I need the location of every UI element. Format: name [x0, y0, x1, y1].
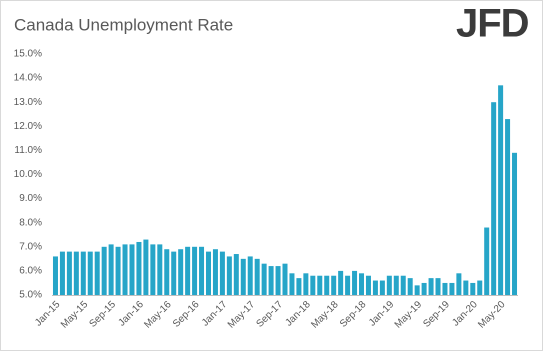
- y-tick-label: 5.0%: [19, 290, 42, 301]
- bar: [115, 246, 121, 295]
- bar: [185, 246, 191, 295]
- bar: [414, 285, 420, 295]
- bar: [505, 119, 511, 295]
- bar: [254, 258, 260, 295]
- bar: [233, 254, 239, 295]
- bar: [324, 275, 330, 295]
- bar: [484, 227, 490, 295]
- bar: [338, 270, 344, 295]
- bar: [435, 278, 441, 295]
- bar: [428, 278, 434, 295]
- bar: [268, 266, 274, 295]
- bar: [261, 263, 267, 295]
- y-tick-label: 7.0%: [19, 241, 42, 252]
- bar: [219, 251, 225, 295]
- bar: [470, 282, 476, 295]
- bar: [352, 270, 358, 295]
- bar: [449, 282, 455, 295]
- bar: [289, 273, 295, 295]
- bar: [136, 241, 142, 295]
- bar: [66, 251, 72, 295]
- bar: [491, 102, 497, 295]
- bar: [192, 246, 198, 295]
- bar: [400, 275, 406, 295]
- bar: [442, 282, 448, 295]
- bar: [359, 273, 365, 295]
- bar: [365, 275, 371, 295]
- y-tick-label: 14.0%: [14, 73, 42, 84]
- bar: [101, 246, 107, 295]
- y-tick-label: 11.0%: [14, 145, 42, 156]
- bar: [303, 273, 309, 295]
- bar: [463, 280, 469, 295]
- bar: [393, 275, 399, 295]
- bar: [498, 85, 504, 295]
- bar: [477, 280, 483, 295]
- chart-title: Canada Unemployment Rate: [14, 15, 233, 34]
- y-tick-label: 9.0%: [19, 193, 42, 204]
- bar: [178, 249, 184, 295]
- bar: [421, 282, 427, 295]
- bar: [331, 275, 337, 295]
- y-tick-label: 6.0%: [19, 266, 42, 277]
- y-tick-label: 15.0%: [14, 49, 42, 60]
- y-tick-label: 8.0%: [19, 217, 42, 228]
- bar: [372, 280, 378, 295]
- bar: [164, 249, 170, 295]
- bar: [310, 275, 316, 295]
- bar: [205, 251, 211, 295]
- bar: [282, 263, 288, 295]
- bar: [379, 280, 385, 295]
- y-tick-label: 13.0%: [14, 97, 42, 108]
- bar: [226, 256, 232, 295]
- bar: [150, 244, 156, 295]
- bar: [275, 266, 281, 295]
- bar: [143, 239, 149, 295]
- bar: [317, 275, 323, 295]
- y-tick-label: 12.0%: [14, 121, 42, 132]
- bar: [129, 244, 135, 295]
- bar: [171, 251, 177, 295]
- bar: [212, 249, 218, 295]
- bar: [157, 244, 163, 295]
- bar: [87, 251, 93, 295]
- bar: [456, 273, 462, 295]
- bar: [512, 152, 518, 295]
- bar: [345, 275, 351, 295]
- bar: [386, 275, 392, 295]
- y-tick-label: 10.0%: [14, 169, 42, 180]
- bar: [247, 256, 253, 295]
- bar: [108, 244, 114, 295]
- logo: JFD: [456, 2, 529, 46]
- bar: [407, 278, 413, 295]
- bar: [199, 246, 205, 295]
- bar: [80, 251, 86, 295]
- bar: [240, 258, 246, 295]
- bar: [59, 251, 65, 295]
- bar: [94, 251, 100, 295]
- bar: [122, 244, 128, 295]
- bar: [296, 278, 302, 295]
- bar: [73, 251, 79, 295]
- bar: [52, 256, 58, 295]
